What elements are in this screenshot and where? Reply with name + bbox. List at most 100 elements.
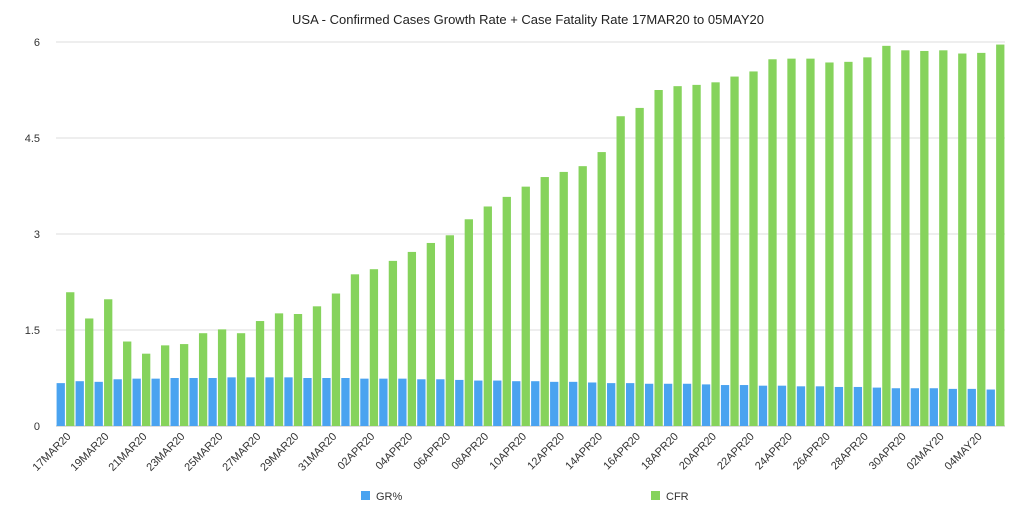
y-tick-label: 4.5 <box>25 133 40 145</box>
bar-gr <box>929 388 938 426</box>
bar-cfr <box>616 116 625 427</box>
x-tick-label: 30APR20 <box>867 431 909 473</box>
bar-gr <box>170 378 179 426</box>
bar-cfr <box>825 62 834 426</box>
bar-gr <box>682 383 692 426</box>
x-tick-label: 14APR20 <box>563 431 605 473</box>
bar-cfr <box>217 329 227 426</box>
bar-gr <box>720 385 730 426</box>
legend-label-cfr: CFR <box>666 491 689 503</box>
bar-cfr <box>179 344 189 426</box>
bar-gr <box>625 383 635 426</box>
bar-gr <box>493 380 502 426</box>
bar-cfr <box>142 353 151 426</box>
bar-gr <box>322 378 331 426</box>
bar-gr <box>588 382 597 426</box>
bar-cfr <box>559 171 568 426</box>
bar-gr <box>455 379 464 426</box>
x-tick-label: 26APR20 <box>791 431 833 473</box>
bar-gr <box>417 379 426 426</box>
bar-gr <box>284 377 293 426</box>
bar-gr <box>815 386 825 426</box>
bar-gr <box>132 378 141 426</box>
bar-gr <box>967 388 976 426</box>
bar-gr <box>872 387 882 426</box>
legend-swatch-gr <box>361 491 370 500</box>
x-tick-label: 21MAR20 <box>106 431 149 474</box>
y-tick-label: 3 <box>34 229 40 241</box>
bar-gr <box>436 379 445 426</box>
bar-gr <box>777 385 787 426</box>
x-tick-label: 27MAR20 <box>220 431 263 474</box>
bar-gr <box>834 386 844 426</box>
bar-cfr <box>806 58 815 426</box>
x-tick-label: 29MAR20 <box>258 431 301 474</box>
bar-gr <box>208 378 217 426</box>
bars <box>56 44 1005 427</box>
bar-gr <box>227 377 236 426</box>
x-tick-label: 04MAY20 <box>943 431 985 473</box>
x-tick-label: 02MAY20 <box>905 431 947 473</box>
x-tick-label: 16APR20 <box>601 431 643 473</box>
bar-cfr <box>350 274 360 426</box>
bar-gr <box>663 383 673 426</box>
bar-cfr <box>255 321 265 426</box>
x-tick-label: 04APR20 <box>373 431 415 473</box>
bar-cfr <box>996 44 1005 427</box>
bar-gr <box>796 386 806 426</box>
bar-cfr <box>464 219 473 426</box>
bar-cfr <box>977 52 986 426</box>
bar-cfr <box>787 58 796 426</box>
y-tick-label: 1.5 <box>25 325 40 337</box>
bar-cfr <box>85 318 94 426</box>
bar-cfr <box>198 333 208 426</box>
x-tick-label: 24APR20 <box>753 431 795 473</box>
bar-cfr <box>123 341 132 426</box>
bar-cfr <box>331 293 341 426</box>
bar-cfr <box>578 166 587 426</box>
x-tick-label: 23MAR20 <box>144 431 187 474</box>
bar-cfr <box>711 82 720 426</box>
bar-cfr <box>863 57 872 427</box>
bar-gr <box>512 381 521 426</box>
legend-swatch-cfr <box>651 491 660 500</box>
bar-cfr <box>104 299 113 426</box>
bar-cfr <box>369 269 379 426</box>
bar-gr <box>75 381 84 426</box>
bar-gr <box>948 388 957 426</box>
bar-cfr <box>958 53 967 427</box>
bar-cfr <box>939 50 948 426</box>
gridlines <box>56 41 1005 427</box>
y-tick-label: 6 <box>34 37 40 49</box>
bar-cfr <box>692 84 701 426</box>
bar-gr <box>910 388 919 426</box>
x-tick-label: 18APR20 <box>639 431 681 473</box>
bar-gr <box>303 378 312 426</box>
bar-cfr <box>597 152 606 426</box>
bar-gr <box>246 377 255 426</box>
bar-cfr <box>673 86 682 426</box>
bar-gr <box>550 381 559 426</box>
bar-cfr <box>920 50 929 427</box>
y-axis-ticks: 0 1.5 3 4.5 6 <box>25 37 40 433</box>
bar-gr <box>94 381 103 426</box>
bar-cfr <box>540 177 549 426</box>
bar-gr <box>474 380 483 426</box>
legend-label-gr: GR% <box>376 491 403 503</box>
x-tick-label: 19MAR20 <box>68 431 111 474</box>
bar-cfr <box>635 107 644 427</box>
bar-cfr <box>483 206 492 426</box>
bar-gr <box>265 377 274 426</box>
x-tick-label: 28APR20 <box>829 431 871 473</box>
bar-gr <box>56 383 65 426</box>
bar-gr <box>758 385 768 426</box>
y-tick-label: 0 <box>34 421 40 433</box>
x-tick-label: 22APR20 <box>715 431 757 473</box>
x-tick-label: 12APR20 <box>525 431 567 473</box>
x-tick-label: 02APR20 <box>336 431 378 473</box>
bar-gr <box>644 383 654 426</box>
bar-cfr <box>274 313 284 426</box>
bar-cfr <box>844 61 853 427</box>
